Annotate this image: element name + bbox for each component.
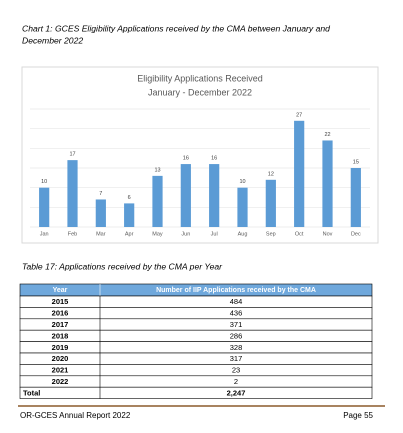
chart-title: Eligibility Applications Received bbox=[137, 73, 263, 83]
table-row bbox=[19, 318, 373, 331]
x-tick-label: Jul bbox=[211, 231, 218, 237]
bar bbox=[209, 164, 220, 227]
bar bbox=[180, 164, 191, 227]
data-label: 10 bbox=[41, 179, 47, 185]
bar bbox=[95, 199, 106, 227]
footer-right: Page 55 bbox=[343, 411, 373, 420]
x-tick-label: Oct bbox=[295, 231, 304, 237]
table-cell: 2018 bbox=[52, 331, 69, 340]
table-cell: 328 bbox=[230, 343, 243, 352]
x-tick-label: Sep bbox=[266, 231, 276, 237]
table-caption: Table 17: Applications received by the C… bbox=[22, 261, 223, 271]
bar bbox=[350, 168, 361, 227]
table-row bbox=[19, 341, 373, 354]
data-label: 27 bbox=[296, 112, 302, 118]
table-cell: 2021 bbox=[52, 366, 69, 375]
table-cell: 2,247 bbox=[227, 388, 246, 397]
bar bbox=[67, 160, 78, 227]
bar bbox=[294, 120, 305, 227]
table-cell: 2 bbox=[234, 377, 238, 386]
table-header-cell: Year bbox=[53, 287, 68, 294]
data-label: 7 bbox=[99, 191, 102, 197]
bar bbox=[124, 203, 135, 227]
x-tick-label: May bbox=[152, 231, 163, 237]
table-cell: 23 bbox=[232, 366, 240, 375]
chart-frame bbox=[21, 66, 379, 244]
table-cell: 2017 bbox=[52, 320, 69, 329]
table-row bbox=[19, 386, 373, 399]
table-cell: 436 bbox=[230, 309, 243, 318]
table-cell: 2016 bbox=[52, 309, 69, 318]
table-row bbox=[19, 307, 373, 320]
bar bbox=[152, 175, 163, 227]
x-tick-label: Jan bbox=[40, 231, 49, 237]
table-cell: 2022 bbox=[52, 377, 69, 386]
table-header-cell: Number of IIP Applications received by t… bbox=[156, 287, 316, 294]
table-cell: 484 bbox=[230, 297, 243, 306]
x-tick-label: Aug bbox=[238, 231, 248, 237]
x-tick-label: Jun bbox=[181, 231, 190, 237]
data-label: 13 bbox=[154, 167, 160, 173]
table-cell: 2020 bbox=[52, 354, 69, 363]
table-cell: 317 bbox=[230, 354, 243, 363]
table-cell: 371 bbox=[230, 320, 243, 329]
bar bbox=[265, 179, 276, 227]
data-label: 17 bbox=[69, 152, 75, 158]
table-cell: Total bbox=[23, 388, 40, 397]
data-label: 16 bbox=[183, 156, 189, 162]
table-row bbox=[19, 364, 373, 377]
x-tick-label: Feb bbox=[68, 231, 77, 237]
data-label: 22 bbox=[324, 132, 330, 138]
data-label: 16 bbox=[211, 156, 217, 162]
caption-line-2: December 2022 bbox=[22, 35, 83, 45]
table-cell: 2019 bbox=[52, 343, 69, 352]
bar bbox=[322, 140, 333, 227]
bar bbox=[237, 187, 248, 227]
data-label: 12 bbox=[268, 171, 274, 177]
bar bbox=[39, 187, 50, 227]
x-tick-label: Mar bbox=[96, 231, 106, 237]
x-tick-label: Nov bbox=[323, 231, 333, 237]
table-cell: 2015 bbox=[52, 297, 69, 306]
chart-subtitle: January - December 2022 bbox=[148, 87, 252, 97]
x-tick-label: Apr bbox=[125, 231, 134, 237]
table-cell: 286 bbox=[230, 331, 243, 340]
data-label: 10 bbox=[239, 179, 245, 185]
table-row bbox=[19, 329, 373, 342]
table-row bbox=[19, 352, 373, 365]
x-tick-label: Dec bbox=[351, 231, 361, 237]
data-label: 15 bbox=[353, 159, 359, 165]
table-row bbox=[19, 375, 373, 388]
table-row bbox=[19, 295, 373, 308]
data-label: 6 bbox=[128, 195, 131, 201]
caption-line-1: Chart 1: GCES Eligibility Applications r… bbox=[22, 23, 330, 33]
footer-left: OR-GCES Annual Report 2022 bbox=[20, 411, 131, 420]
